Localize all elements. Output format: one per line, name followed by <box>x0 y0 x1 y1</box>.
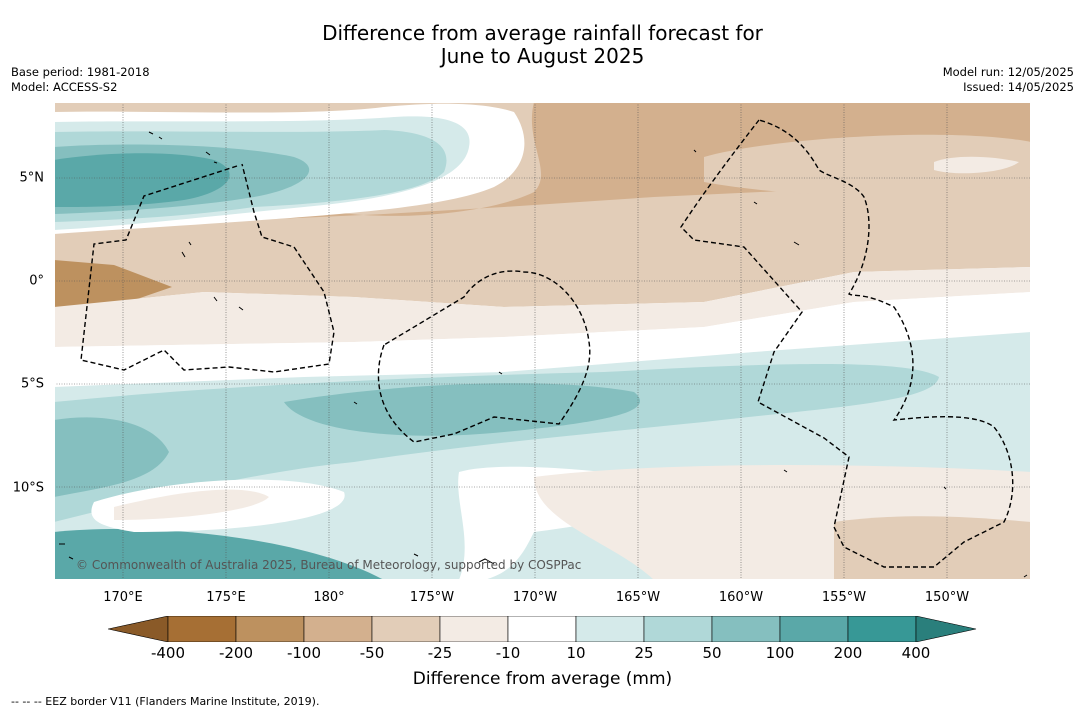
north-light-patch <box>704 134 1031 196</box>
north-cream-patch <box>934 156 1019 174</box>
chart-title: Difference from average rainfall forecas… <box>0 22 1085 68</box>
y-tick-10s: 10°S <box>12 480 44 496</box>
y-tick-0: 0° <box>29 273 44 289</box>
y-tick-5n: 5°N <box>19 170 45 186</box>
colorbar-label: -25 <box>427 644 453 662</box>
eez-legend-note: -- -- -- EEZ border V11 (Flanders Marine… <box>11 695 320 708</box>
x-tick-180: 180° <box>313 590 345 605</box>
x-tick-170e: 170°E <box>103 590 143 605</box>
eez-borders <box>80 119 1014 568</box>
base-period: Base period: 1981-2018 <box>11 65 150 79</box>
colorbar-extend-low <box>108 616 169 642</box>
colorbar-title: Difference from average (mm) <box>412 669 673 689</box>
colorbar-label: 200 <box>833 644 863 662</box>
map-credit: © Commonwealth of Australia 2025, Bureau… <box>76 558 582 572</box>
issued-date: Issued: 14/05/2025 <box>963 79 1074 94</box>
x-tick-165w: 165°W <box>615 590 661 605</box>
meta-left: Base period: 1981-2018 Model: ACCESS-S2 <box>11 65 150 94</box>
x-tick-175w: 175°W <box>409 590 455 605</box>
colorbar-cell <box>371 616 441 642</box>
island-coastlines <box>59 131 1028 578</box>
colorbar-label: -400 <box>150 644 186 662</box>
x-tick-150w: 150°W <box>924 590 970 605</box>
colorbar-cell <box>779 616 849 642</box>
x-tick-160w: 160°W <box>718 590 764 605</box>
mid-white-strip <box>54 292 1031 387</box>
title-line-1: Difference from average rainfall forecas… <box>322 21 763 45</box>
colorbar-label: -50 <box>359 644 385 662</box>
title-line-2: June to August 2025 <box>440 44 645 68</box>
colorbar-cell <box>303 616 373 642</box>
colorbar-cell <box>507 616 577 642</box>
south-west-cream-region <box>114 489 269 520</box>
cream-north-strip <box>54 267 1031 347</box>
colorbar-label: 25 <box>634 644 654 662</box>
colorbar-label: -100 <box>286 644 322 662</box>
colorbar-cell <box>847 616 917 642</box>
south-west-teal-region <box>54 417 169 497</box>
colorbar-label: 10 <box>566 644 586 662</box>
south-west-teal-mid-region <box>54 529 384 580</box>
south-east-tan-light-region <box>834 516 1031 580</box>
colorbar-label: 400 <box>901 644 931 662</box>
colorbar-label: 50 <box>702 644 722 662</box>
colorbar-extend-high <box>915 616 977 642</box>
model-name: Model: ACCESS-S2 <box>11 79 118 94</box>
north-tan-region <box>54 102 1031 227</box>
map-frame <box>54 102 1031 580</box>
colorbar-cell <box>167 616 237 642</box>
colorbar-cell <box>235 616 305 642</box>
colorbar-label: -200 <box>218 644 254 662</box>
x-tick-175e: 175°E <box>206 590 246 605</box>
y-tick-5s: 5°S <box>20 376 44 392</box>
north-teal-mid-region <box>54 153 230 207</box>
colorbar-cell <box>711 616 781 642</box>
colorbar <box>108 616 977 642</box>
south-teal-light-region <box>54 363 939 522</box>
grid-lines <box>54 102 1031 580</box>
x-tick-170w: 170°W <box>512 590 558 605</box>
colorbar-cell <box>643 616 713 642</box>
meta-right: Model run: 12/05/2025 Issued: 14/05/2025 <box>943 65 1074 94</box>
x-tick-155w: 155°W <box>821 590 867 605</box>
colorbar-cell <box>439 616 509 642</box>
colorbar-cell <box>575 616 645 642</box>
model-run: Model run: 12/05/2025 <box>942 65 1074 79</box>
colorbar-label: -10 <box>495 644 521 662</box>
colorbar-label: 100 <box>765 644 795 662</box>
rainfall-map <box>54 102 1031 580</box>
